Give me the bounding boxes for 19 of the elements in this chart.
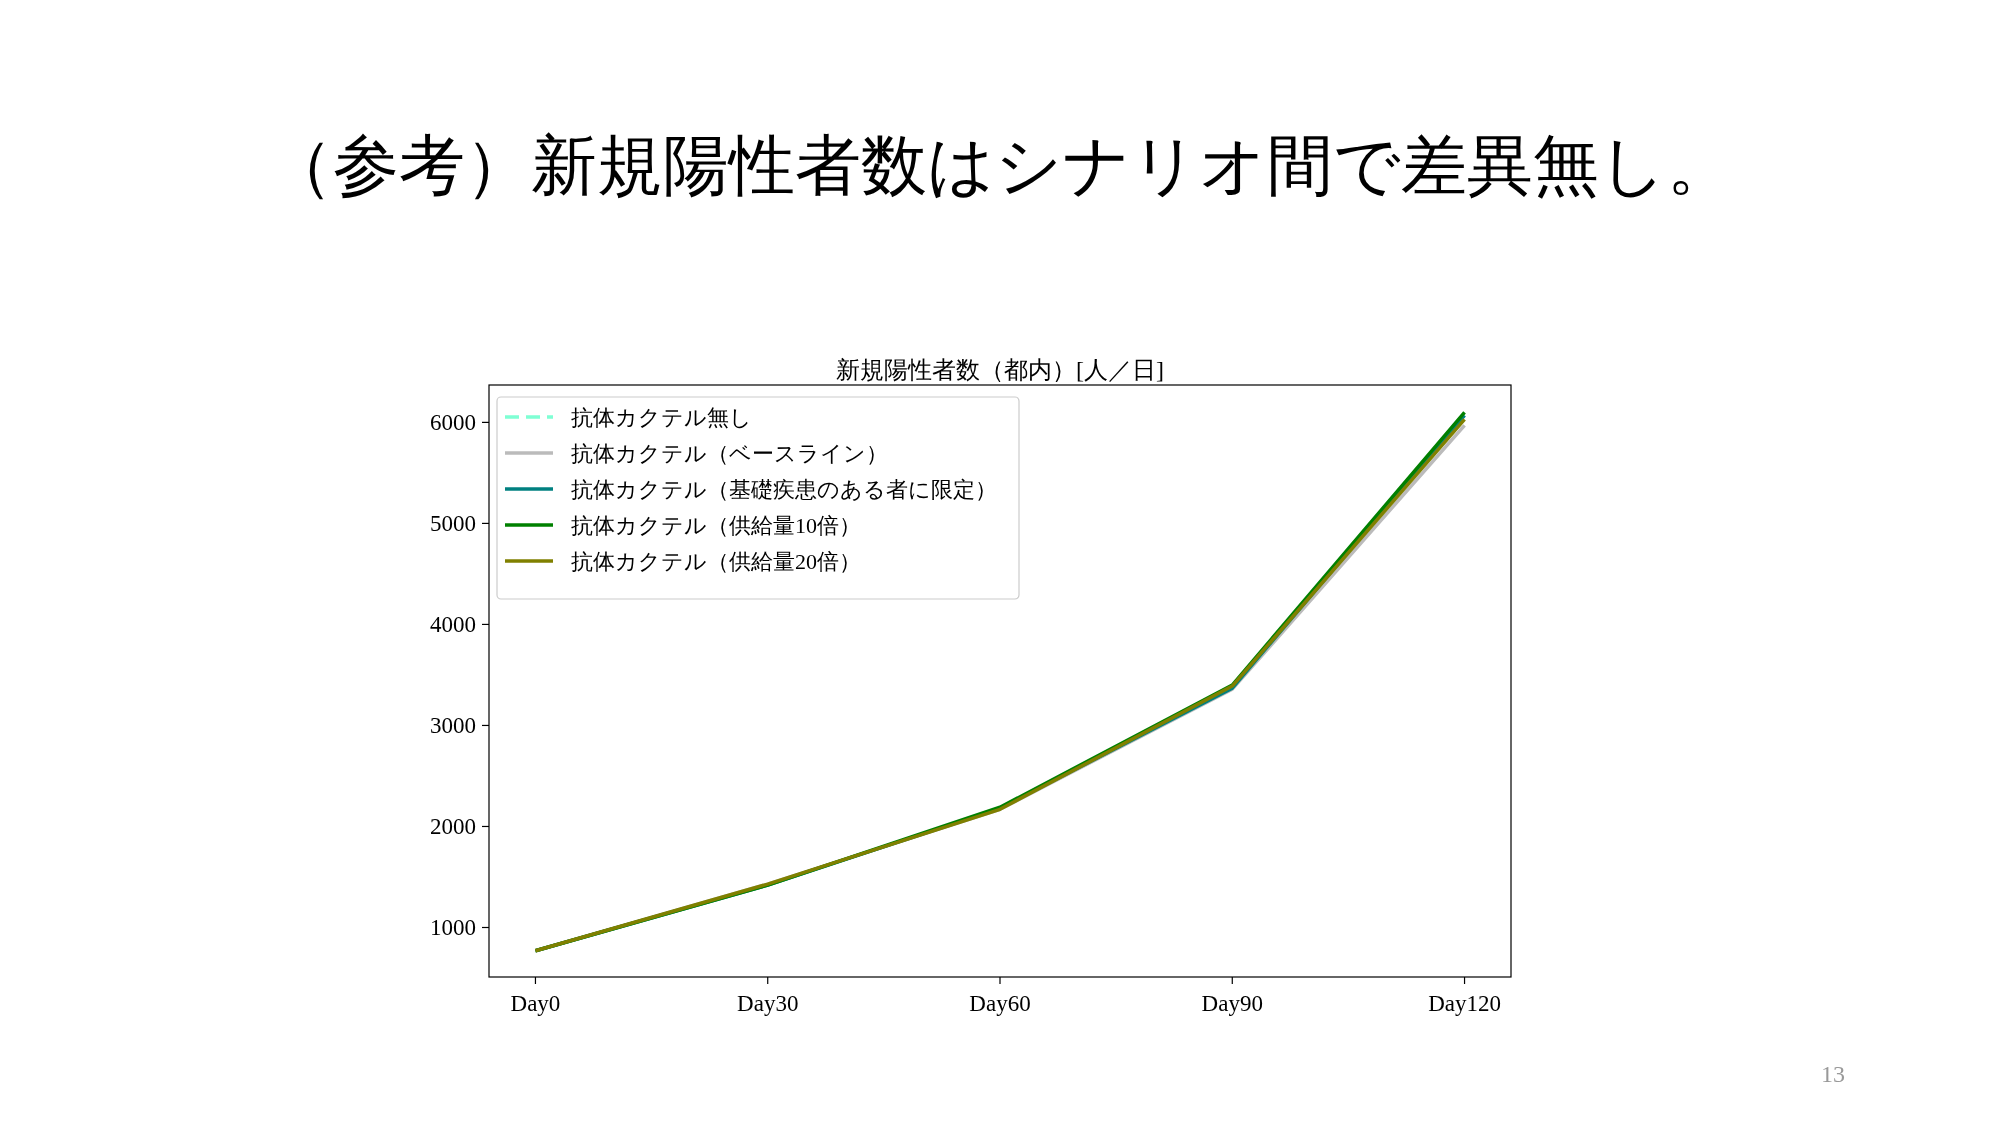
y-tick-label: 2000: [430, 814, 476, 840]
legend-label: 抗体カクテル（供給量10倍）: [571, 513, 861, 538]
chart-title: （参考）新規陽性者数はシナリオ間で差異無し。: [267, 129, 1733, 202]
y-tick-label: 3000: [430, 713, 476, 739]
x-tick-label: Day30: [737, 991, 799, 1016]
text: 13: [1821, 1061, 1845, 1087]
legend-label: 抗体カクテル無し: [571, 405, 752, 430]
y-tick-label: 6000: [430, 410, 476, 436]
x-tick-label: Day0: [510, 991, 561, 1016]
legend-label: 抗体カクテル（ベースライン）: [571, 441, 888, 466]
legend-label: 抗体カクテル（基礎疾患のある者に限定）: [571, 477, 997, 502]
y-tick-label: 1000: [430, 915, 476, 941]
chart-subtitle: 新規陽性者数（都内）[人／日]: [836, 357, 1164, 383]
y-tick-label: 4000: [430, 612, 476, 638]
legend-label: 抗体カクテル（供給量20倍）: [571, 549, 861, 574]
x-tick-label: Day120: [1428, 991, 1501, 1016]
x-tick-label: Day60: [969, 991, 1031, 1016]
y-tick-label: 5000: [430, 511, 476, 537]
x-tick-label: Day90: [1201, 991, 1263, 1016]
